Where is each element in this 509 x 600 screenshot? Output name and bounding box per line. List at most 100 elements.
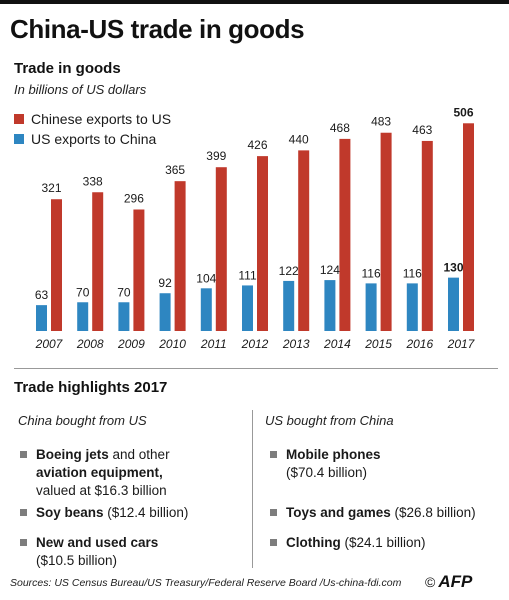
highlight-toys-value: ($26.8 billion) bbox=[390, 505, 476, 520]
main-title: China-US trade in goods bbox=[10, 14, 305, 44]
label-chinese-exports-2009: 296 bbox=[124, 191, 144, 205]
bar-us-exports-2010 bbox=[159, 293, 171, 331]
highlight-clothing-text: Clothing ($24.1 billion) bbox=[286, 534, 505, 552]
x-tick-label-2011: 2011 bbox=[200, 337, 227, 351]
label-chinese-exports-2014: 468 bbox=[330, 121, 350, 135]
x-tick-label-2012: 2012 bbox=[241, 337, 269, 351]
bar-us-exports-2014 bbox=[324, 280, 336, 331]
bar-chinese-exports-2014 bbox=[339, 138, 351, 331]
label-us-exports-2015: 116 bbox=[362, 266, 381, 280]
highlight-clothing-bold: Clothing bbox=[286, 535, 341, 550]
top-rule bbox=[0, 0, 509, 4]
highlight-cars-text: New and used cars ($10.5 billion) bbox=[36, 534, 245, 570]
highlight-clothing: Clothing ($24.1 billion) bbox=[270, 534, 505, 552]
label-chinese-exports-2011: 399 bbox=[206, 149, 226, 163]
highlights-title: Trade highlights 2017 bbox=[14, 379, 168, 396]
sources-note: Sources: US Census Bureau/US Treasury/Fe… bbox=[10, 577, 402, 589]
x-tick-label-2016: 2016 bbox=[405, 337, 433, 351]
label-us-exports-2008: 70 bbox=[76, 285, 90, 299]
label-chinese-exports-2015: 483 bbox=[371, 115, 391, 129]
label-chinese-exports-2013: 440 bbox=[289, 132, 309, 146]
bar-us-exports-2007 bbox=[36, 305, 47, 331]
bar-chinese-exports-2010 bbox=[174, 181, 186, 331]
bullet-icon bbox=[270, 509, 277, 516]
bar-us-exports-2015 bbox=[365, 283, 377, 331]
label-chinese-exports-2017: 506 bbox=[453, 105, 473, 119]
china-bought-heading: China bought from US bbox=[18, 413, 147, 428]
column-divider bbox=[252, 410, 253, 568]
bullet-icon bbox=[270, 539, 277, 546]
legend-label-us-exports: US exports to China bbox=[31, 131, 157, 147]
bar-chinese-exports-2016 bbox=[421, 140, 433, 331]
label-us-exports-2012: 111 bbox=[238, 268, 257, 282]
copyright-icon: © bbox=[425, 574, 436, 590]
x-tick-label-2007: 2007 bbox=[35, 337, 64, 351]
chart-subtitle: In billions of US dollars bbox=[14, 82, 147, 97]
us-bought-heading: US bought from China bbox=[265, 413, 394, 428]
afp-logo: © AFP bbox=[425, 572, 472, 592]
label-us-exports-2011: 104 bbox=[196, 271, 216, 285]
x-tick-label-2008: 2008 bbox=[76, 337, 104, 351]
legend-item-us-exports: US exports to China bbox=[14, 131, 156, 147]
bar-chinese-exports-2013 bbox=[298, 150, 310, 331]
label-chinese-exports-2007: 321 bbox=[41, 181, 61, 195]
bullet-icon bbox=[20, 451, 27, 458]
bar-chinese-exports-2017 bbox=[463, 123, 474, 331]
bar-chinese-exports-2015 bbox=[380, 132, 392, 331]
legend-label-chinese-exports: Chinese exports to US bbox=[31, 111, 172, 127]
highlight-clothing-value: ($24.1 billion) bbox=[340, 535, 426, 550]
highlight-phones-text: Mobile phones ($70.4 billion) bbox=[286, 446, 505, 482]
highlight-mobile-phones: Mobile phones ($70.4 billion) bbox=[270, 446, 505, 482]
afp-logo-text: AFP bbox=[438, 572, 473, 591]
highlight-boeing-value: valued at $16.3 billion bbox=[36, 483, 167, 498]
label-chinese-exports-2010: 365 bbox=[165, 163, 185, 177]
label-chinese-exports-2012: 426 bbox=[247, 138, 267, 152]
highlight-toys-text: Toys and games ($26.8 billion) bbox=[286, 504, 505, 522]
x-tick-label-2010: 2010 bbox=[158, 337, 186, 351]
highlight-soy-text: Soy beans ($12.4 billion) bbox=[36, 504, 245, 522]
bar-us-exports-2008 bbox=[77, 302, 89, 331]
highlight-aviation-bold: aviation equipment, bbox=[36, 465, 163, 480]
bar-us-exports-2016 bbox=[406, 283, 418, 331]
bar-chinese-exports-2012 bbox=[257, 156, 268, 331]
highlight-toys: Toys and games ($26.8 billion) bbox=[270, 504, 505, 522]
bar-chart: 63 321 2007 70 338 2008 70 296 2009 92 365 2010 104 3… bbox=[35, 105, 476, 351]
label-us-exports-2016: 116 bbox=[403, 266, 422, 280]
highlight-phones-value: ($70.4 billion) bbox=[286, 465, 368, 480]
label-chinese-exports-2016: 463 bbox=[412, 123, 432, 137]
label-us-exports-2017: 130 bbox=[443, 261, 463, 275]
highlight-cars-value: ($10.5 billion) bbox=[36, 553, 118, 568]
label-us-exports-2013: 122 bbox=[279, 264, 299, 278]
legend-swatch-chinese-exports bbox=[14, 114, 24, 124]
x-tick-label-2009: 2009 bbox=[117, 337, 145, 351]
bar-us-exports-2009 bbox=[118, 302, 130, 331]
section-divider bbox=[14, 368, 498, 369]
chart-title: Trade in goods bbox=[14, 60, 121, 77]
bar-us-exports-2012 bbox=[242, 285, 253, 331]
label-us-exports-2009: 70 bbox=[117, 285, 131, 299]
x-tick-label-2013: 2013 bbox=[282, 337, 310, 351]
bar-chinese-exports-2008 bbox=[92, 192, 104, 331]
highlight-boeing-text: Boeing jets and other aviation equipment,… bbox=[36, 446, 245, 500]
highlight-soy-beans: Soy beans ($12.4 billion) bbox=[20, 504, 245, 522]
bar-us-exports-2017 bbox=[448, 277, 459, 331]
bar-us-exports-2011 bbox=[200, 288, 212, 331]
bullet-icon bbox=[270, 451, 277, 458]
highlight-boeing-bold: Boeing jets bbox=[36, 447, 109, 462]
bar-chinese-exports-2011 bbox=[215, 167, 227, 331]
bar-us-exports-2013 bbox=[283, 280, 295, 331]
label-us-exports-2014: 124 bbox=[320, 263, 340, 277]
label-us-exports-2007: 63 bbox=[35, 288, 49, 302]
highlight-soy-value: ($12.4 billion) bbox=[103, 505, 189, 520]
highlight-toys-bold: Toys and games bbox=[286, 505, 391, 520]
bullet-icon bbox=[20, 539, 27, 546]
highlight-boeing-rest: and other bbox=[108, 447, 170, 462]
highlight-boeing: Boeing jets and other aviation equipment,… bbox=[20, 446, 245, 500]
legend-item-chinese-exports: Chinese exports to US bbox=[14, 111, 171, 127]
label-chinese-exports-2008: 338 bbox=[83, 174, 103, 188]
highlight-phones-bold: Mobile phones bbox=[286, 447, 381, 462]
x-tick-label-2014: 2014 bbox=[323, 337, 351, 351]
x-tick-label-2015: 2015 bbox=[364, 337, 392, 351]
bar-chinese-exports-2009 bbox=[133, 209, 145, 331]
highlight-soy-bold: Soy beans bbox=[36, 505, 104, 520]
